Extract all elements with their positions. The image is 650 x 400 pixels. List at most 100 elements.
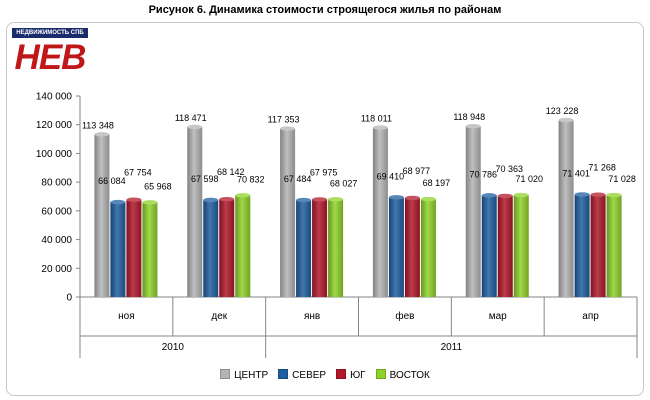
data-label: 113 348	[82, 120, 114, 130]
bar-top	[558, 117, 574, 123]
bar-восток	[513, 195, 529, 297]
data-label: 66 084	[98, 176, 126, 186]
bar-юг	[126, 199, 142, 297]
data-label: 123 228	[546, 106, 579, 116]
data-label: 71 028	[608, 174, 636, 184]
data-label: 71 268	[588, 163, 616, 173]
x-tick-label: фев	[395, 310, 414, 322]
legend-label: ЮГ	[350, 370, 366, 381]
bar-top	[497, 193, 513, 199]
x-tick-label: мар	[489, 311, 507, 322]
bar-восток	[420, 199, 436, 297]
bar-top	[513, 192, 529, 198]
legend-item: СЕВЕР	[278, 369, 326, 381]
bar-север	[481, 195, 497, 297]
data-label: 67 598	[191, 174, 219, 184]
data-label: 67 484	[284, 174, 312, 184]
data-label: 68 027	[330, 178, 358, 188]
legend-item: ЦЕНТР	[220, 369, 268, 381]
legend-swatch	[278, 369, 289, 379]
data-label: 71 401	[562, 168, 590, 178]
x-tick-label: ноя	[118, 311, 135, 322]
bar-центр	[465, 126, 481, 297]
bar-top	[203, 197, 219, 203]
bar-север	[203, 199, 219, 297]
y-tick-label: 60 000	[41, 206, 72, 217]
data-label: 67 975	[310, 167, 338, 177]
y-tick-label: 20 000	[41, 264, 72, 275]
chart-title: Рисунок 6. Динамика стоимости строящегос…	[148, 4, 502, 16]
bar-восток	[328, 199, 344, 297]
legend-swatch	[220, 369, 231, 379]
x-group-label: 2010	[162, 342, 185, 353]
bar-юг	[219, 199, 235, 297]
bar-север	[388, 197, 404, 297]
bar-север	[574, 194, 590, 297]
bar-top	[328, 197, 344, 202]
bar-top	[187, 124, 203, 130]
bar-север	[296, 200, 312, 297]
bar-юг	[312, 199, 328, 297]
data-label: 70 786	[469, 169, 497, 179]
bar-восток	[235, 195, 251, 297]
y-tick-label: 100 000	[36, 149, 73, 160]
data-label: 68 197	[423, 178, 451, 188]
bar-top	[481, 193, 497, 198]
bar-top	[296, 197, 312, 203]
bar-центр	[187, 126, 203, 298]
brand-logo: НЕДВИЖИМОСТЬ СПБ НЕВ	[12, 28, 88, 76]
legend-swatch	[375, 369, 386, 379]
x-tick-label: апр	[582, 311, 599, 322]
bar-центр	[372, 127, 388, 298]
bar-top	[142, 200, 158, 205]
data-label: 65 968	[144, 181, 172, 191]
data-label: 70 832	[237, 174, 265, 184]
y-tick-label: 0	[66, 293, 72, 304]
data-label: 68 142	[217, 167, 245, 177]
bar-top	[606, 192, 622, 198]
bar-top	[574, 192, 590, 197]
bar-top	[219, 196, 235, 202]
bar-центр	[94, 134, 110, 297]
bar-центр	[280, 128, 296, 297]
data-label: 70 363	[495, 164, 523, 174]
bar-север	[110, 202, 126, 297]
bar-юг	[404, 197, 420, 297]
bar-юг	[590, 194, 606, 297]
bar-юг	[497, 195, 513, 297]
bar-top	[404, 195, 420, 201]
data-label: 68 977	[403, 166, 431, 176]
bar-top	[235, 193, 251, 198]
data-label: 118 948	[453, 112, 485, 122]
x-tick-label: дек	[211, 311, 227, 322]
data-label: 118 471	[175, 113, 207, 123]
y-tick-label: 80 000	[41, 178, 72, 189]
chart-legend: ЦЕНТР СЕВЕР ЮГ ВОСТОК	[0, 369, 650, 381]
legend-label: ЦЕНТР	[234, 370, 269, 381]
bar-top	[110, 199, 126, 205]
bar-top	[312, 197, 328, 202]
legend-label: ВОСТОК	[389, 370, 430, 381]
bar-top	[94, 132, 110, 137]
bar-top	[280, 126, 296, 131]
y-tick-label: 40 000	[41, 235, 72, 246]
data-label: 67 754	[124, 168, 152, 178]
legend-swatch	[336, 369, 347, 379]
bar-top	[388, 195, 404, 200]
data-label: 117 353	[268, 115, 300, 125]
bar-top	[465, 124, 481, 129]
y-tick-label: 120 000	[36, 120, 73, 131]
logo-top-text: НЕДВИЖИМОСТЬ СПБ	[12, 28, 88, 38]
bar-top	[126, 197, 142, 202]
data-label: 118 011	[361, 114, 392, 124]
logo-main-text: НЕВ	[14, 38, 87, 77]
bar-восток	[142, 202, 158, 297]
data-label: 69 410	[377, 171, 405, 181]
legend-item: ЮГ	[336, 369, 366, 381]
bar-восток	[606, 195, 622, 297]
x-tick-label: янв	[304, 311, 320, 322]
bar-центр	[558, 120, 574, 297]
x-group-label: 2011	[441, 342, 463, 353]
legend-item: ВОСТОК	[375, 369, 430, 381]
